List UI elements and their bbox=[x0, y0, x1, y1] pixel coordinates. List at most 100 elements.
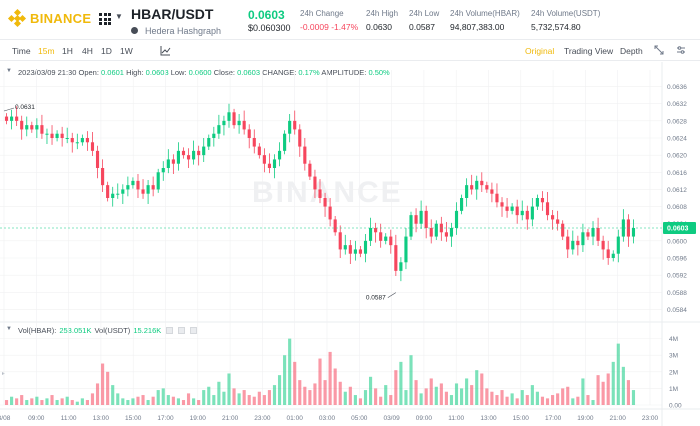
volume-bar bbox=[363, 390, 368, 405]
interval-1d[interactable]: 1D bbox=[101, 46, 112, 56]
vol-base-label: Vol(HBAR): bbox=[18, 326, 57, 335]
stat-24h-high: 24h High 0.0630 bbox=[366, 9, 398, 32]
stat-24h-change: 24h Change -0.0009 -1.47% bbox=[300, 9, 358, 32]
volume-bar bbox=[40, 400, 44, 405]
candle-body bbox=[35, 125, 39, 130]
candle-body bbox=[202, 146, 206, 156]
candle-body bbox=[626, 219, 630, 237]
pane-resize-icon[interactable]: ▸ bbox=[2, 371, 6, 377]
caret-down-icon[interactable]: ▼ bbox=[115, 12, 123, 21]
interval-1h[interactable]: 1H bbox=[62, 46, 73, 56]
candle-body bbox=[65, 138, 69, 139]
volume-bar bbox=[176, 398, 180, 405]
indicator-toggle-1[interactable] bbox=[166, 327, 174, 334]
candle-body bbox=[363, 240, 368, 254]
candle-body bbox=[353, 249, 357, 254]
volume-bar bbox=[267, 390, 272, 405]
stat-label: 24h Volume(USDT) bbox=[531, 9, 601, 18]
legend-toggle-icon[interactable]: ▼ bbox=[6, 68, 12, 74]
volume-tick-label: 2M bbox=[669, 369, 678, 376]
legend-low: 0.0600 bbox=[188, 68, 212, 77]
candle-body bbox=[283, 133, 287, 151]
indicator-toggle-2[interactable] bbox=[178, 327, 186, 334]
ohlc-legend: 2023/03/09 21:30 Open: 0.0601 High: 0.06… bbox=[18, 68, 390, 77]
view-original[interactable]: Original bbox=[525, 46, 555, 56]
view-trading-view[interactable]: Trading View bbox=[564, 46, 614, 56]
volume-bar bbox=[166, 395, 170, 405]
volume-bar bbox=[631, 390, 636, 405]
candle-body bbox=[621, 219, 625, 237]
view-depth[interactable]: Depth bbox=[620, 46, 643, 56]
candle-body bbox=[465, 185, 469, 198]
legend-close-label: Close: bbox=[213, 68, 235, 77]
candle-body bbox=[429, 228, 433, 237]
candle-body bbox=[181, 150, 186, 156]
time-tick-label: 17:00 bbox=[157, 415, 174, 422]
volume-legend: Vol(HBAR): 253.051K Vol(USDT) 15.216K bbox=[18, 326, 198, 335]
volume-bar bbox=[192, 398, 196, 405]
candle-body bbox=[116, 193, 120, 195]
volume-bar bbox=[384, 385, 388, 405]
chart-toolbar: Time 15m 1H 4H 1D 1W Original Trading Vi… bbox=[0, 41, 700, 61]
candle-body bbox=[50, 133, 54, 138]
volume-bar bbox=[50, 395, 54, 405]
candle-body bbox=[505, 206, 509, 211]
volume-bar bbox=[85, 400, 89, 405]
volume-bar bbox=[596, 375, 600, 405]
candle-body bbox=[10, 116, 14, 121]
candle-body bbox=[368, 228, 373, 241]
candle-body bbox=[490, 189, 494, 194]
volume-bar bbox=[288, 338, 292, 405]
volume-tick-label: 1M bbox=[669, 386, 678, 393]
candle-body bbox=[136, 180, 140, 190]
candle-body bbox=[535, 198, 539, 207]
candle-body bbox=[495, 193, 499, 203]
price-tick-label: 0.0620 bbox=[667, 153, 687, 160]
interval-4h[interactable]: 4H bbox=[82, 46, 93, 56]
pair-selector[interactable]: HBAR/USDT Hedera Hashgraph bbox=[131, 6, 221, 36]
interval-time[interactable]: Time bbox=[12, 46, 31, 56]
volume-bar bbox=[515, 398, 519, 405]
candle-body bbox=[272, 159, 277, 168]
volume-bar bbox=[151, 396, 155, 405]
candle-body bbox=[277, 150, 282, 160]
volume-bar bbox=[394, 370, 398, 405]
volume-legend-toggle-icon[interactable]: ▼ bbox=[6, 326, 12, 332]
interval-1w[interactable]: 1W bbox=[120, 46, 133, 56]
time-tick-label: 21:00 bbox=[222, 415, 239, 422]
candle-body bbox=[176, 150, 180, 164]
price-tick-label: 0.0596 bbox=[667, 256, 687, 263]
candle-body bbox=[379, 232, 383, 241]
candle-body bbox=[500, 202, 504, 207]
volume-bar bbox=[343, 391, 347, 405]
time-tick-label: 11:00 bbox=[61, 415, 77, 422]
indicator-toggle-3[interactable] bbox=[190, 327, 198, 334]
candle-body bbox=[166, 159, 170, 168]
apps-grid-icon[interactable] bbox=[99, 13, 111, 25]
candle-body bbox=[85, 138, 89, 143]
volume-bar bbox=[308, 390, 312, 405]
coin-icon bbox=[131, 27, 138, 34]
volume-bar bbox=[348, 386, 352, 405]
candle-body bbox=[308, 163, 312, 177]
volume-bar bbox=[601, 381, 605, 405]
candle-body bbox=[227, 112, 231, 121]
low-marker-label: 0.0587 bbox=[366, 295, 386, 302]
stat-24h-volume-base: 24h Volume(HBAR) 94,807,383.00 bbox=[450, 9, 520, 32]
volume-bar bbox=[581, 378, 585, 405]
high-marker-line bbox=[3, 107, 15, 112]
chart-type-icon[interactable] bbox=[160, 45, 171, 56]
expand-icon[interactable] bbox=[654, 45, 664, 55]
settings-icon[interactable] bbox=[676, 45, 686, 55]
time-tick-label: 05:00 bbox=[351, 415, 368, 422]
candle-body bbox=[141, 189, 145, 194]
pair-full-name[interactable]: Hedera Hashgraph bbox=[145, 26, 222, 36]
volume-bar bbox=[207, 386, 211, 405]
candle-body bbox=[460, 198, 464, 211]
candle-body bbox=[288, 120, 292, 134]
binance-logo[interactable]: BINANCE bbox=[7, 8, 91, 28]
volume-bar bbox=[257, 391, 261, 405]
candle-body bbox=[515, 206, 519, 216]
interval-15m[interactable]: 15m bbox=[38, 46, 55, 56]
